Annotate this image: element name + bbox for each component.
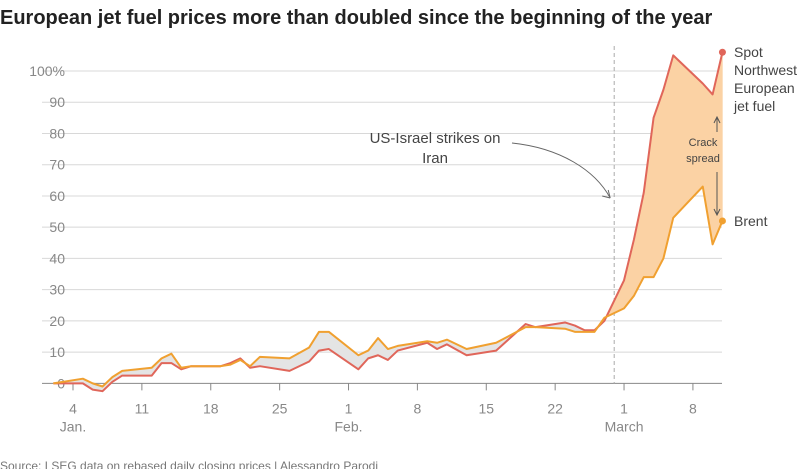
y-tick-label: 100%	[29, 63, 65, 79]
event-label: US-Israel strikes on	[370, 130, 501, 147]
event-label: Iran	[422, 150, 448, 167]
y-tick-label: 20	[49, 313, 65, 329]
spread-area	[643, 117, 654, 278]
x-tick-label: 4	[69, 400, 77, 416]
series-label: Spot	[734, 44, 763, 60]
y-tick-label: 50	[49, 219, 65, 235]
spread-label: Crack	[689, 137, 718, 149]
end-dot	[718, 48, 726, 56]
x-tick-label: 8	[414, 400, 422, 416]
x-tick-label: 1	[345, 400, 353, 416]
source: Source: LSEG data on rebased daily closi…	[0, 459, 378, 469]
spread-area	[653, 89, 664, 278]
chart-title: European jet fuel prices more than doubl…	[0, 7, 713, 29]
series-label: European	[734, 80, 795, 96]
spread-arrowhead	[713, 115, 721, 217]
event-arrow	[511, 142, 611, 199]
y-tick-label: 90	[49, 94, 65, 110]
x-tick-label: 8	[689, 400, 697, 416]
x-tick-label: 15	[478, 400, 494, 416]
event-arrowhead	[602, 189, 611, 199]
end-dot	[718, 217, 726, 225]
y-tick-label: 30	[49, 282, 65, 298]
spread-label: spread	[686, 153, 720, 165]
spread-area	[289, 347, 310, 372]
series-line	[53, 52, 724, 393]
x-tick-label: 1	[620, 400, 628, 416]
series-label: Northwest	[734, 62, 797, 78]
x-tick-label: 22	[547, 400, 563, 416]
month-label: Feb.	[335, 418, 363, 434]
y-tick-label: 70	[49, 157, 65, 173]
spread-area	[318, 331, 330, 351]
series-line	[53, 185, 724, 388]
month-label: March	[605, 418, 644, 434]
y-tick-label: 60	[49, 188, 65, 204]
series-label: Brent	[734, 213, 768, 229]
x-tick-label: 18	[203, 400, 219, 416]
y-tick-label: 10	[49, 344, 65, 360]
x-tick-label: 11	[135, 400, 150, 416]
x-tick-label: 25	[272, 400, 288, 416]
y-tick-label: 40	[49, 250, 65, 266]
y-tick-label: 80	[49, 125, 65, 141]
series-label: jet fuel	[733, 98, 775, 114]
month-label: Jan.	[60, 418, 86, 434]
